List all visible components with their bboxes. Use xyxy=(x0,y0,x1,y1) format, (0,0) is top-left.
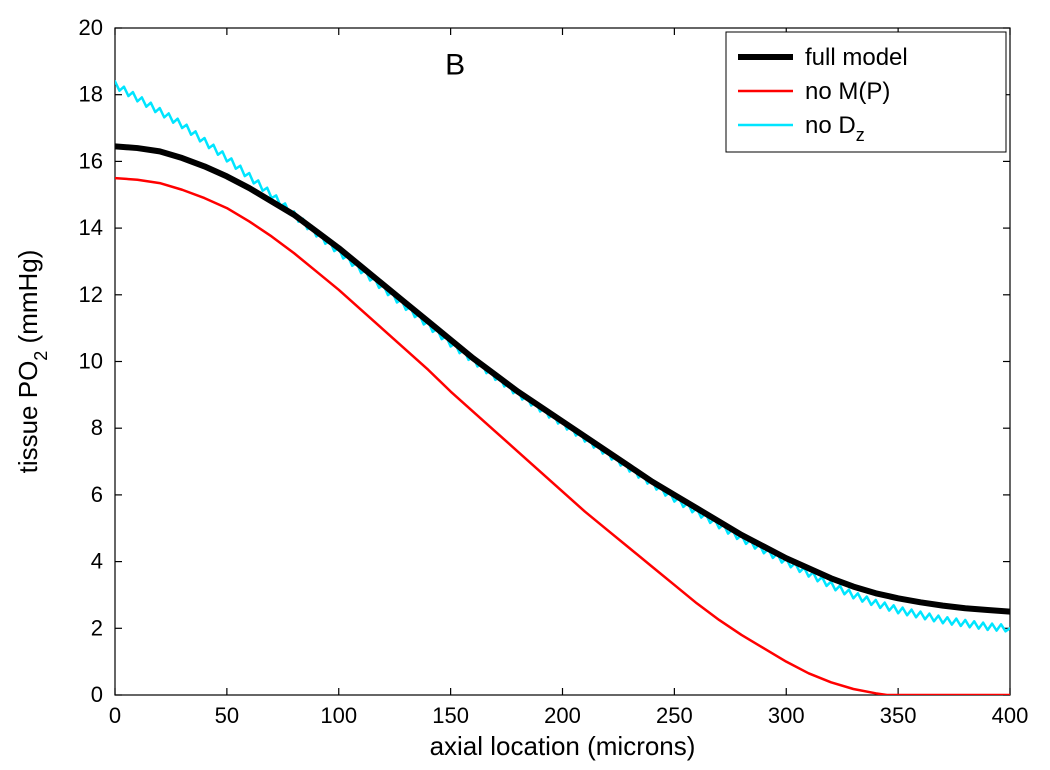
y-tick-label: 0 xyxy=(91,682,103,707)
y-tick-label: 20 xyxy=(79,15,103,40)
y-tick-label: 12 xyxy=(79,282,103,307)
y-tick-label: 6 xyxy=(91,482,103,507)
legend-label: no M(P) xyxy=(805,78,890,105)
x-tick-label: 50 xyxy=(215,703,239,728)
y-tick-label: 18 xyxy=(79,82,103,107)
x-axis-label: axial location (microns) xyxy=(430,731,696,761)
x-tick-label: 350 xyxy=(880,703,917,728)
y-tick-label: 16 xyxy=(79,148,103,173)
chart-container: 0 50 100 150 200 250 300 350 400 0 2 4 6 8 10 12 14 16 18 2… xyxy=(0,0,1050,770)
y-tick-label: 14 xyxy=(79,215,103,240)
line-chart: 0 50 100 150 200 250 300 350 400 0 2 4 6 8 10 12 14 16 18 2… xyxy=(0,0,1050,770)
x-tick-label: 0 xyxy=(109,703,121,728)
legend-label: full model xyxy=(805,44,908,71)
x-tick-label: 250 xyxy=(656,703,693,728)
x-tick-label: 100 xyxy=(320,703,357,728)
x-tick-label: 150 xyxy=(432,703,469,728)
x-tick-label: 400 xyxy=(992,703,1029,728)
x-tick-label: 300 xyxy=(768,703,805,728)
y-tick-label: 10 xyxy=(79,349,103,374)
y-tick-label: 4 xyxy=(91,549,103,574)
y-tick-label: 2 xyxy=(91,615,103,640)
x-tick-label: 200 xyxy=(544,703,581,728)
y-tick-label: 8 xyxy=(91,415,103,440)
panel-label: B xyxy=(445,49,465,82)
